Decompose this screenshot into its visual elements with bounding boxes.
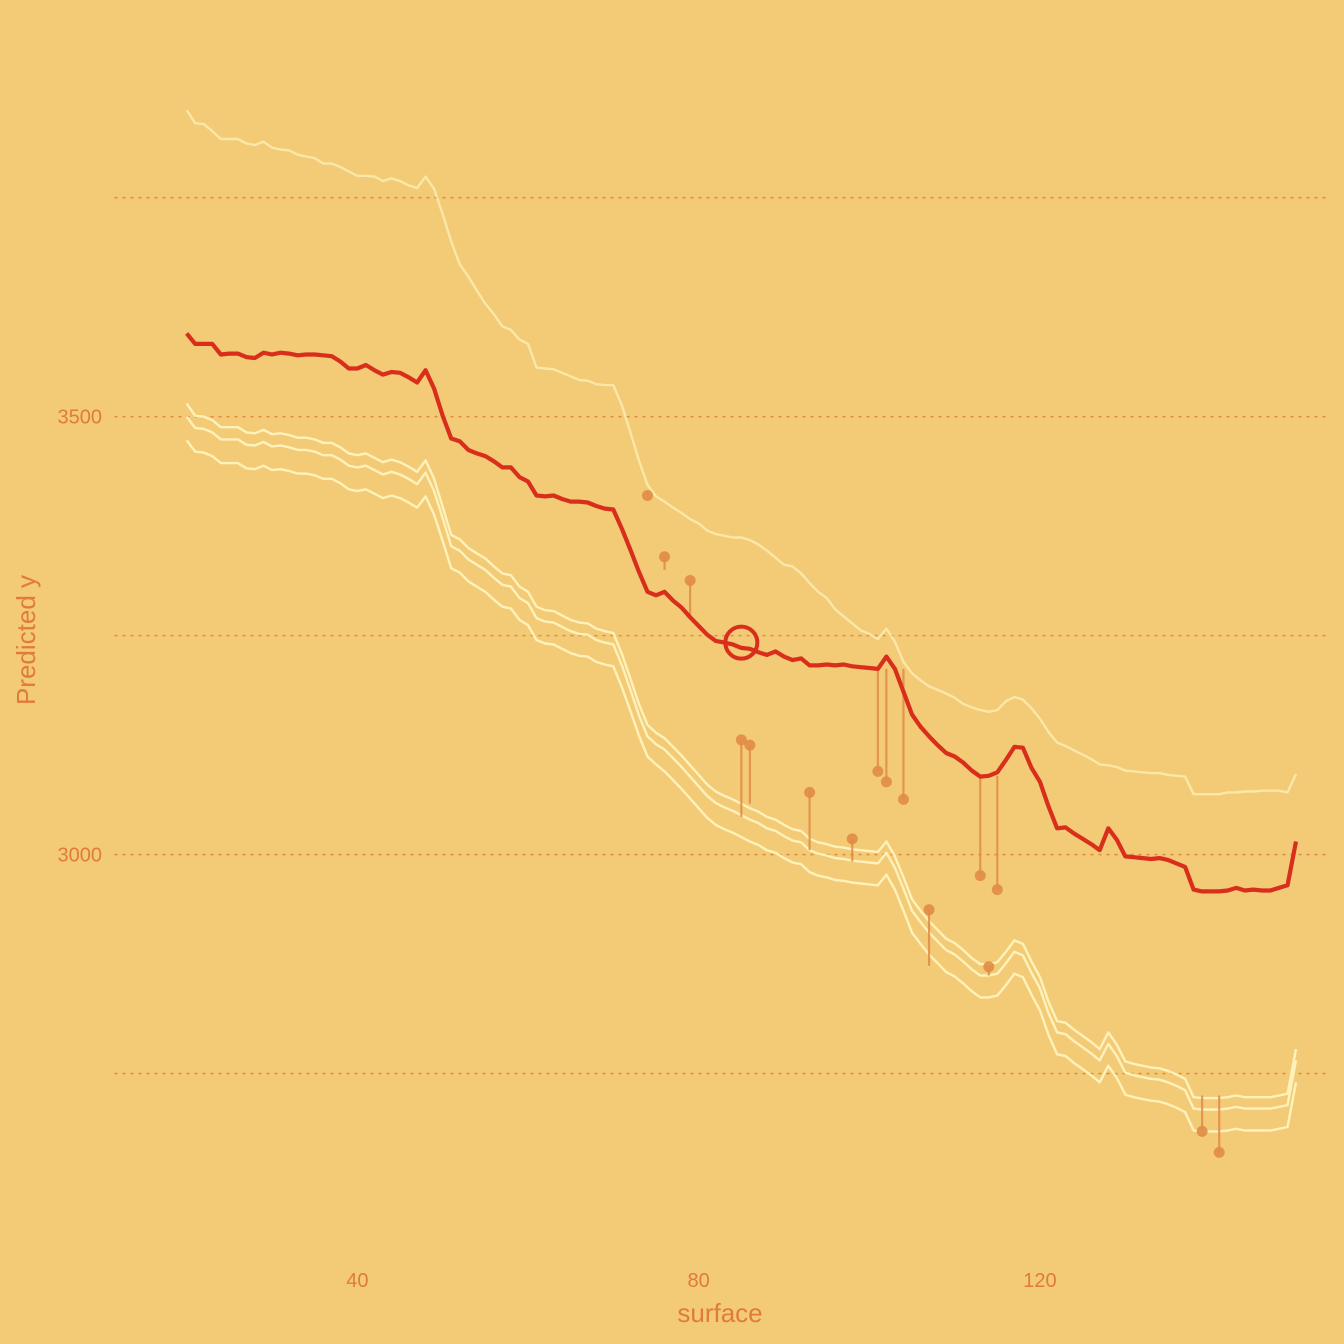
profile-line [185,109,1298,796]
observed-point [897,793,909,805]
x-tick-label: 80 [688,1270,710,1292]
residual-layer [641,489,1225,1158]
y-tick-label: 3000 [58,845,103,867]
y-tick-label: 3500 [58,407,103,429]
highlight-layer [185,332,1299,894]
observed-point [659,551,671,563]
x-tick-label: 40 [346,1270,368,1292]
observed-point [872,765,884,777]
observed-point [991,884,1003,896]
observed-point [983,961,995,973]
observed-point [804,786,816,798]
observed-point [641,489,653,501]
axis-layer: 40 80 120 3000 3500 surface Predicted y [11,407,1057,1328]
observed-point [744,739,756,751]
x-tick-label: 120 [1023,1270,1056,1292]
profile-line [185,439,1298,1133]
x-axis-title: surface [677,1298,762,1328]
observed-point [974,870,986,882]
observed-point [880,776,892,788]
observed-point [735,734,747,746]
observed-point [1213,1146,1225,1158]
selected-profile-line [185,332,1299,894]
selected-observation-marker [723,624,760,661]
observed-point [923,904,935,916]
observed-point [684,574,696,586]
observed-point [846,833,858,845]
observed-point [1196,1125,1208,1137]
y-axis-title: Predicted y [11,575,41,705]
